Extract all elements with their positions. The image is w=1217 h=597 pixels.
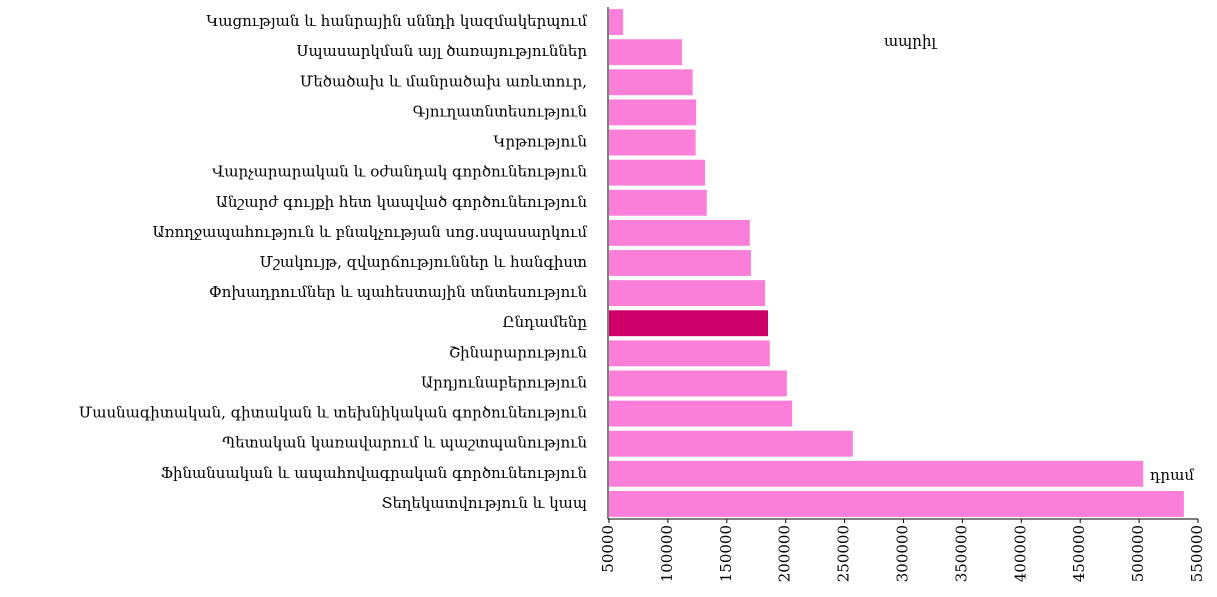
bar [609,189,707,216]
y-tick-label: Կացության և հանրային սննդի կազմակերպում [206,12,587,30]
x-tick-label: 300000 [894,525,912,582]
y-tick-label: Անշարժ գույքի հետ կապված գործունեություն [216,193,588,211]
x-tick-label: 250000 [835,525,853,582]
bar [609,219,750,246]
bar [609,340,770,367]
bar [609,129,696,156]
x-tick-label: 350000 [952,525,970,582]
y-tick-label: Մասնագիտական, գիտական և տեխնիկական գործո… [79,404,588,422]
bar [609,430,853,457]
y-tick-label: Փոխադրումներ և պահեստային տնտեսություն [209,283,588,301]
y-tick-label: Պետական կառավարում և պաշտպանություն [222,434,587,452]
y-tick-label: Առողջապահություն և բնակչության սոց.սպասա… [152,223,587,241]
annotation: ապրիլ [884,32,938,50]
x-tick-label: 400000 [1011,525,1029,582]
bar [609,460,1144,487]
bar [609,400,793,427]
y-tick-label: Շինարարություն [449,343,588,361]
y-tick-label: Ֆինանսական և ապահովագրական գործունեությո… [161,464,588,482]
bar [609,490,1184,517]
x-tick-label: 100000 [658,525,676,582]
bar [609,159,706,186]
x-tick-label: 50000 [599,525,617,573]
bar [609,99,697,126]
x-tick-label: 150000 [717,525,735,582]
y-tick-label: Մշակույթ, զվարճություններ և հանգիստ [260,253,587,271]
y-tick-label: Վարչարարական և օժանդակ գործունեություն [212,163,587,181]
bar [609,39,683,66]
bar [609,69,693,96]
x-tick-label: 450000 [1070,525,1088,582]
x-tick-label: 200000 [776,525,794,582]
x-tick-label: 500000 [1129,525,1147,582]
bar [609,9,624,36]
y-tick-label: Մեծածախ և մանրածախ առևտուր, [300,72,587,90]
y-tick-label: Սպասարկման այլ ծառայություններ [297,42,588,60]
y-tick-label: Կրթություն [493,133,587,151]
x-tick-label: 550000 [1188,525,1206,582]
bar [609,370,787,397]
y-tick-label: Գյուղատնտեսություն [413,102,588,120]
annotation: դրամ [1150,466,1194,484]
bar [609,280,766,307]
y-tick-label: Արդյունաբերություն [421,373,587,391]
y-tick-label: Տեղեկատվություն և կապ [381,494,587,512]
bar [609,310,769,337]
bar [609,250,751,276]
y-tick-label: Ընդամենը [502,313,587,331]
